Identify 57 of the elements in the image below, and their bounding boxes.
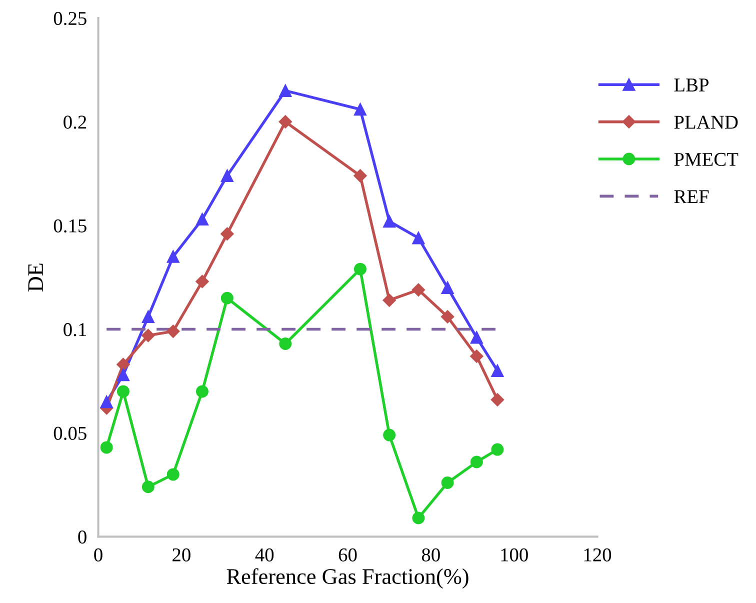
- point: [166, 324, 180, 338]
- y-axis-title: DE: [28, 264, 43, 292]
- y-tick-label: 0.1: [64, 323, 86, 336]
- y-tick-label: 0.05: [54, 426, 86, 440]
- x-tick-label: 120: [584, 548, 612, 562]
- point: [116, 358, 130, 372]
- x-tick-label: 100: [501, 548, 528, 562]
- y-tick-label: 0.2: [64, 116, 86, 129]
- point: [412, 512, 425, 524]
- point: [354, 262, 366, 276]
- point: [220, 169, 234, 182]
- y-tick-label: 0.15: [54, 219, 86, 233]
- legend-label: LBP: [674, 78, 709, 92]
- point: [383, 215, 396, 228]
- point: [142, 480, 154, 494]
- legend-label: PMECT: [674, 152, 738, 166]
- point: [382, 294, 396, 307]
- x-tick-label: 0: [94, 548, 102, 562]
- point: [220, 292, 234, 304]
- point: [196, 274, 209, 288]
- legend-label: REF: [674, 190, 709, 203]
- point: [490, 393, 504, 406]
- point: [278, 115, 292, 128]
- x-tick-label: 40: [255, 548, 274, 562]
- point: [196, 385, 208, 398]
- point: [279, 84, 292, 97]
- point: [470, 331, 483, 344]
- point: [412, 283, 426, 296]
- point: [470, 456, 483, 468]
- x-axis-title: Reference Gas Fraction(%): [226, 568, 468, 589]
- x-tick-label: 20: [172, 548, 190, 562]
- point: [441, 476, 454, 489]
- point: [116, 368, 130, 382]
- point: [100, 396, 113, 408]
- point: [412, 232, 425, 244]
- x-tick-label: 60: [338, 548, 357, 562]
- point: [441, 282, 454, 294]
- x-tick-label: 80: [422, 548, 440, 562]
- point: [279, 338, 292, 350]
- point: [142, 328, 155, 342]
- legend-label: PLAND: [674, 116, 738, 129]
- y-tick-label: 0: [78, 530, 86, 544]
- point: [116, 385, 130, 398]
- point: [166, 250, 180, 263]
- point: [440, 310, 454, 324]
- point: [470, 350, 484, 363]
- point: [166, 468, 180, 481]
- point: [100, 441, 113, 454]
- point: [491, 364, 504, 377]
- point: [383, 428, 396, 442]
- y-tick-label: 0.25: [54, 12, 86, 26]
- point: [142, 310, 154, 324]
- point: [354, 169, 367, 182]
- point: [491, 443, 504, 456]
- point: [196, 213, 208, 226]
- point: [220, 227, 234, 240]
- point: [354, 103, 366, 116]
